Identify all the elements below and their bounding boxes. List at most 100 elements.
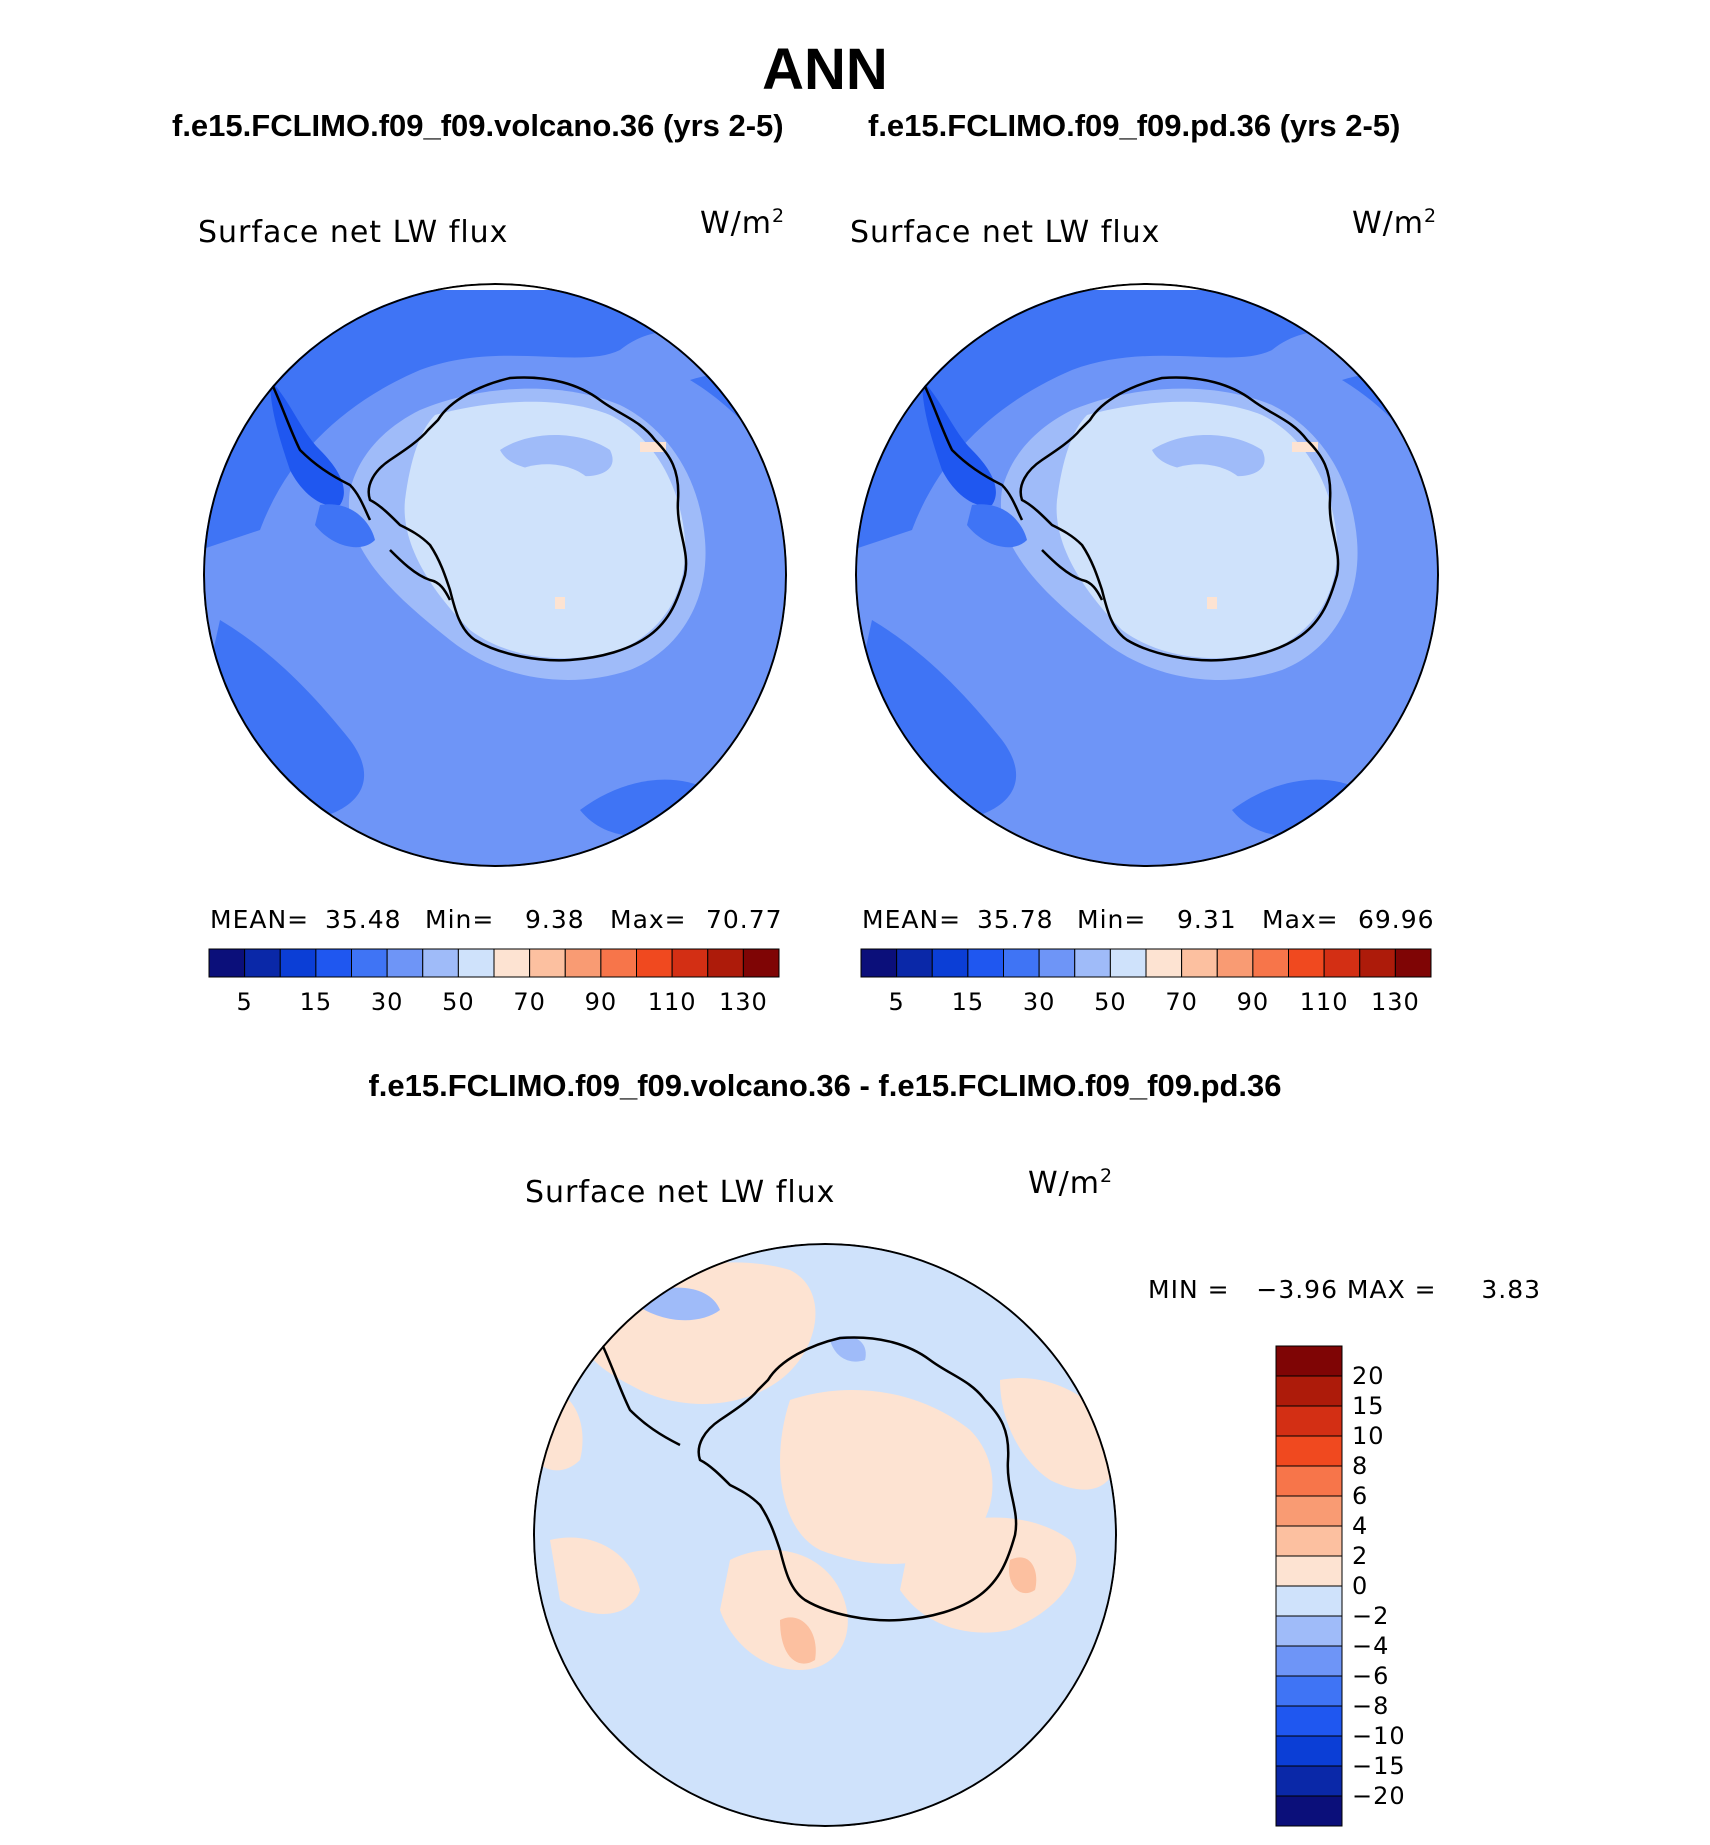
colorbar-swatch [1216,948,1254,978]
diff-negative-strong [830,1336,866,1362]
colorbar-tick-label: 110 [647,988,697,1016]
colorbar-swatch [1109,948,1147,978]
colorbar-tick-label: −2 [1352,1602,1390,1630]
colorbar-tick-label: 15 [1352,1392,1385,1420]
colorbar-swatch [896,948,933,978]
colorbar-swatch [1275,1375,1343,1407]
plateau-band [510,464,590,489]
colorbar-swatch [1394,948,1432,978]
warm-spot [1292,442,1318,452]
colorbar-tick-label: 50 [442,988,475,1016]
warm-spot [640,442,666,452]
colorbar-swatch [742,948,780,978]
colorbar-swatch [386,948,424,978]
colorbar-tick-label: 15 [951,988,985,1016]
colorbar-swatch [636,948,673,978]
colorbar-swatch [1275,1735,1343,1767]
peninsula-dark-region [270,380,344,506]
colorbar-tick-label: −8 [1352,1692,1390,1720]
panel-right-colorbar [860,948,1432,978]
colorbar-swatch [422,948,459,978]
colorbar-swatch [1275,1465,1343,1497]
difference-units-label: W/m2 [1028,1165,1114,1201]
difference-colorbar-ticks: 20 15 10 8 6 4 2 0 −2 −4 −6 −8 −10 −15 −20 [1350,1345,1430,1845]
ross-ice-shelf-edge [1041,549,1104,601]
colorbar-swatch [457,948,495,978]
diff-positive-region [720,1550,848,1670]
colorbar-swatch [279,948,317,978]
warm-spot [555,597,565,609]
panel-right-units-label: W/m2 [1352,205,1438,241]
colorbar-swatch [600,948,637,978]
colorbar-swatch [351,948,388,978]
panel-right-min-value: 9.31 [1177,905,1237,934]
difference-variable-label: Surface net LW flux [525,1175,836,1210]
panel-left-max-value: 70.77 [706,905,783,934]
antarctica-coastline [697,1336,1018,1622]
colorbar-swatch [1275,1705,1343,1737]
colorbar-swatch [1275,1675,1343,1707]
colorbar-tick-label: 50 [1094,988,1127,1016]
difference-map [533,1243,1117,1827]
peninsula-coastline [920,379,1024,521]
panel-right-min-label: Min= [1077,905,1147,934]
colorbar-swatch [1359,948,1396,978]
panel-left-min-label: Min= [425,905,495,934]
colorbar-tick-label: −4 [1352,1632,1390,1660]
colorbar-swatch [1181,948,1218,978]
ice-sheet-field [404,401,686,659]
colorbar-swatch [860,948,898,978]
peninsula-dark-region [315,504,375,548]
colorbar-swatch [1074,948,1111,978]
colorbar-tick-label: 5 [888,988,905,1016]
panel-left-map [203,283,787,867]
panel-right-variable-label: Surface net LW flux [850,215,1161,250]
difference-minmax-label: MIN = −3.96 MAX = 3.83 [1148,1275,1542,1304]
panel-right-max-value: 69.96 [1358,905,1435,934]
colorbar-swatch [1275,1555,1343,1587]
colorbar-tick-label: 130 [718,988,768,1016]
colorbar-swatch [1275,1495,1343,1527]
colorbar-tick-label: 8 [1352,1452,1369,1480]
colorbar-tick-label: −10 [1352,1722,1406,1750]
colorbar-swatch [1275,1525,1343,1557]
colorbar-tick-label: 90 [1236,988,1270,1016]
map-boundary [203,283,787,867]
colorbar-swatch [1275,1435,1343,1467]
colorbar-tick-label: 20 [1352,1362,1385,1390]
colorbar-tick-label: 6 [1352,1482,1369,1510]
diff-positive-region [900,1517,1077,1633]
colorbar-swatch [564,948,602,978]
plateau-band [1162,464,1242,489]
map-boundary [855,283,1439,867]
colorbar-tick-label: 0 [1352,1572,1369,1600]
colorbar-swatch [1275,1345,1343,1377]
colorbar-tick-label: 4 [1352,1512,1369,1540]
colorbar-swatch [493,948,531,978]
colorbar-tick-label: −20 [1352,1782,1406,1810]
panel-left-max-label: Max= [610,905,687,934]
panel-right-max-label: Max= [1262,905,1339,934]
diff-positive-region [780,1390,993,1564]
map-boundary [533,1243,1117,1827]
colorbar-tick-label: 30 [1022,988,1056,1016]
peninsula-dark-region [967,504,1027,548]
panel-right-mean-value: 35.78 [977,905,1054,934]
diff-positive-strong [1009,1557,1037,1594]
colorbar-tick-label: 90 [584,988,618,1016]
plateau-band [1152,435,1265,477]
colorbar-swatch [671,948,709,978]
colorbar-tick-label: 70 [1165,988,1198,1016]
peninsula-coastline [268,379,372,521]
warm-spot [1207,597,1217,609]
colorbar-swatch [1275,1765,1343,1797]
colorbar-tick-label: 15 [299,988,333,1016]
panel-left-title: f.e15.FCLIMO.f09_f09.volcano.36 (yrs 2-5… [172,108,784,143]
colorbar-tick-label: 2 [1352,1542,1369,1570]
peninsula-dark-region [922,380,996,506]
panel-left-mean-label: MEAN= [210,905,310,934]
panel-left-mean-value: 35.48 [325,905,402,934]
panel-right-colorbar-ticks: 5 15 30 50 70 90 110 130 [860,988,1440,1018]
colorbar-swatch [1323,948,1361,978]
colorbar-swatch [1275,1615,1343,1647]
